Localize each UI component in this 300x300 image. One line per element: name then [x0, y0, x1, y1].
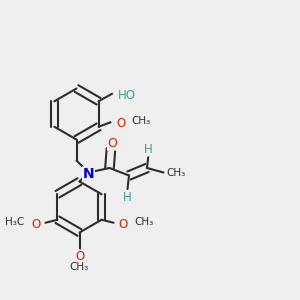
Text: CH₃: CH₃: [167, 169, 186, 178]
Text: CH₃: CH₃: [135, 217, 154, 227]
Text: CH₃: CH₃: [70, 262, 89, 272]
Text: HO: HO: [118, 89, 136, 102]
Text: O: O: [118, 218, 127, 231]
Text: O: O: [32, 218, 41, 231]
Text: CH₃: CH₃: [131, 116, 150, 127]
Text: H: H: [123, 190, 132, 204]
Text: O: O: [75, 250, 84, 263]
Text: H: H: [144, 143, 153, 156]
Text: O: O: [116, 117, 126, 130]
Text: N: N: [83, 167, 94, 181]
Text: O: O: [108, 137, 117, 150]
Text: H₃C: H₃C: [5, 217, 24, 227]
